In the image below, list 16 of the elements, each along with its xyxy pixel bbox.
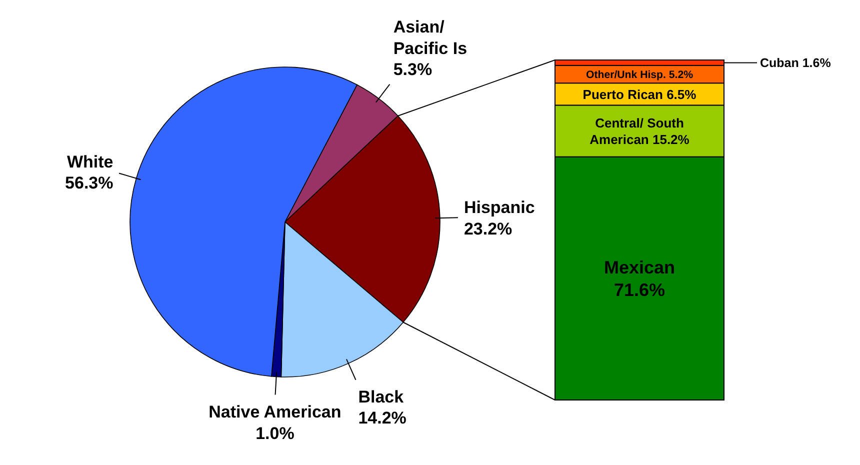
slice-label: Hispanic	[464, 198, 535, 218]
data-label: 14.2%	[358, 408, 406, 428]
text: Cuban 1.6%	[760, 56, 831, 70]
data-label: 23.2%	[464, 219, 512, 238]
slice-label: White	[66, 152, 114, 172]
text: Other/Unk Hisp. 5.2%	[586, 69, 693, 82]
text: Central/ South American 15.2%	[590, 116, 690, 147]
slice-label: Black	[358, 387, 404, 406]
slice-label: Asian/ Pacific Is	[393, 18, 468, 58]
slice-label: Native American	[208, 402, 342, 422]
text: Puerto Rican 6.5%	[582, 86, 696, 102]
data-label: 71.6%	[614, 280, 666, 300]
data-label: 1.0%	[256, 424, 294, 443]
data-label: 56.3%	[65, 174, 114, 193]
series-label: Mexican	[604, 258, 676, 278]
data-label: 5.3%	[393, 60, 432, 80]
